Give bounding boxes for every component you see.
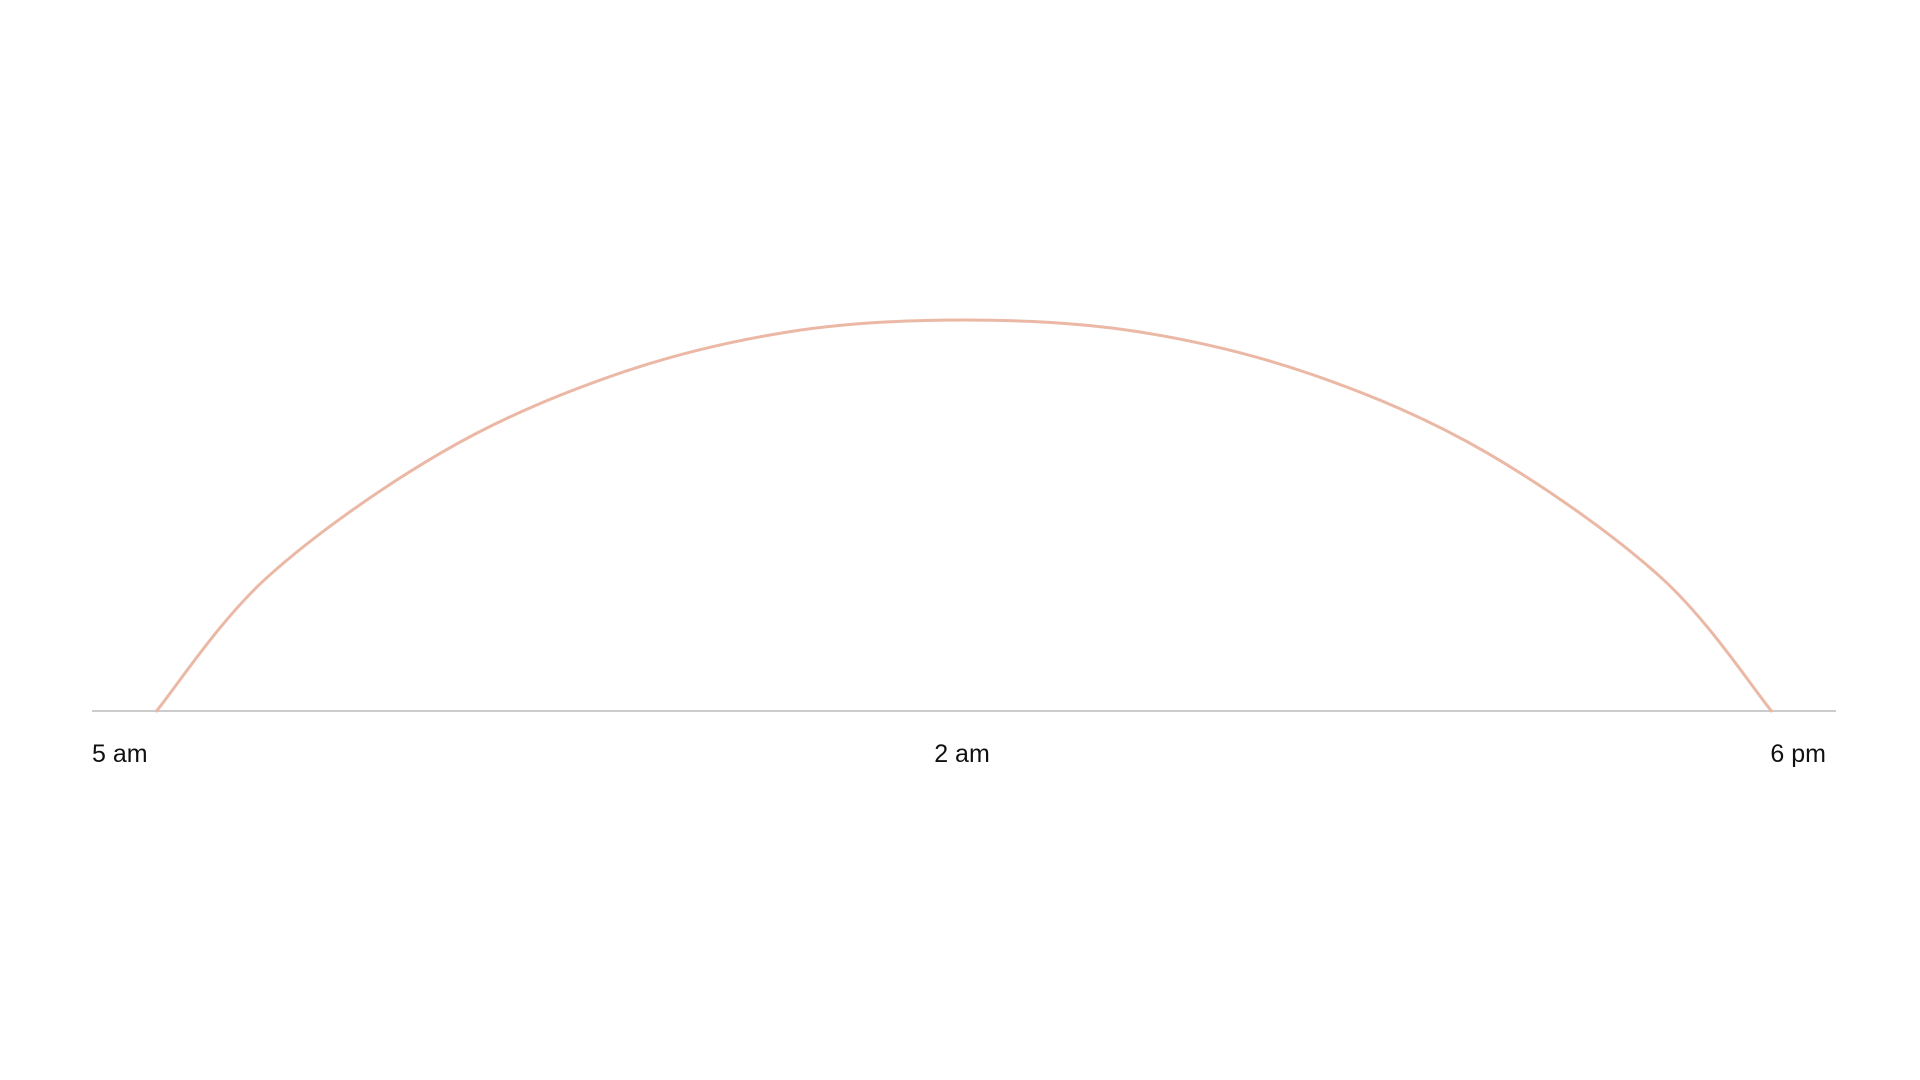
x-tick-label: 5 am — [92, 740, 148, 768]
x-tick-label: 6 pm — [1770, 740, 1826, 768]
x-tick-labels: 5 am 2 am 6 pm — [92, 740, 1826, 768]
series-line — [155, 318, 1773, 713]
x-tick-label: 2 am — [934, 740, 990, 768]
